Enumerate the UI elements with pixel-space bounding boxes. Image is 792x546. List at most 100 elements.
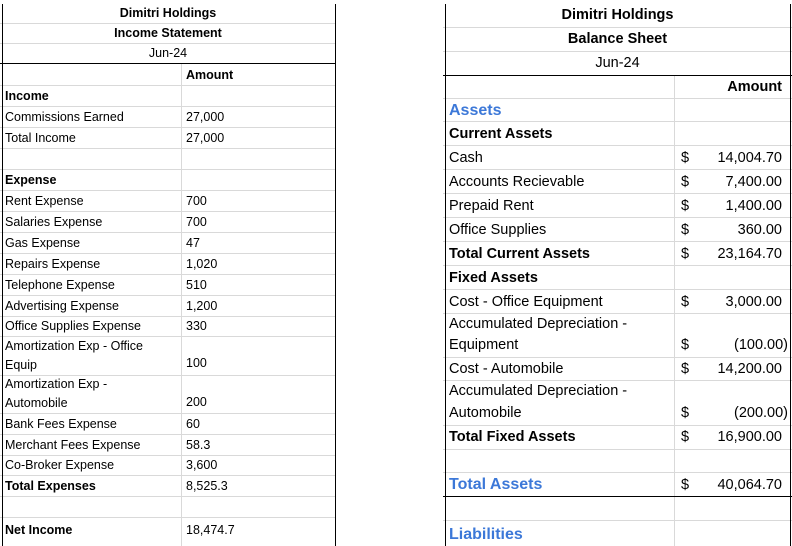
table-row: Rent Expense 700: [0, 191, 336, 212]
liabilities-heading: Liabilities: [449, 526, 523, 543]
period: Jun-24: [595, 55, 640, 71]
table-row: Merchant Fees Expense 58.3: [0, 435, 336, 456]
row-label: Accounts Recievable: [449, 174, 585, 190]
income-statement-sheet: Dimitri Holdings Income Statement Jun-24…: [0, 0, 336, 546]
total-expenses-label: Total Expenses: [5, 479, 96, 493]
dollar-sign: $: [681, 150, 690, 166]
row-label-line2: Equipment: [449, 337, 519, 353]
net-income-value: 18,474.7: [186, 523, 235, 537]
row-value: 330: [186, 319, 207, 333]
row-value: (200.00): [733, 405, 788, 421]
statement-title-row: Income Statement: [0, 24, 336, 44]
table-row: Repairs Expense 1,020: [0, 254, 336, 275]
row-value: 27,000: [186, 131, 225, 145]
statement-title-row: Balance Sheet: [443, 28, 792, 52]
income-heading-row: Income: [0, 86, 336, 107]
total-current-assets-label: Total Current Assets: [449, 246, 590, 262]
row-label: Cost - Automobile: [449, 361, 564, 377]
table-row: Accounts Recievable $ 7,400.00: [443, 170, 792, 194]
dollar-sign: $: [681, 198, 690, 214]
row-value: 100: [186, 356, 207, 370]
row-value: (100.00): [733, 337, 788, 353]
company-name-row: Dimitri Holdings: [0, 4, 336, 24]
dollar-sign: $: [681, 222, 690, 238]
row-label: Total Income: [5, 131, 76, 145]
row-value: 200: [186, 395, 207, 409]
blank-row: [0, 497, 336, 518]
table-row: Advertising Expense 1,200: [0, 296, 336, 317]
company-name: Dimitri Holdings: [561, 7, 674, 23]
row-label: Merchant Fees Expense: [5, 438, 141, 452]
row-value: 700: [186, 215, 207, 229]
dollar-sign: $: [681, 477, 690, 493]
row-label: Bank Fees Expense: [5, 417, 117, 431]
dollar-sign: $: [681, 246, 690, 262]
fixed-assets-heading-row: Fixed Assets: [443, 266, 792, 290]
row-label: Gas Expense: [5, 236, 81, 250]
statement-title: Income Statement: [114, 26, 222, 40]
liabilities-heading-row: Liabilities: [443, 521, 792, 546]
table-row: Total Income 27,000: [0, 128, 336, 149]
table-row: Prepaid Rent $ 1,400.00: [443, 194, 792, 218]
table-row: Amortization Exp - Office Equip 100: [0, 337, 336, 376]
row-value: 510: [186, 278, 207, 292]
expense-heading-row: Expense: [0, 170, 336, 191]
row-label: Prepaid Rent: [449, 198, 534, 214]
table-row: Cash $ 14,004.70: [443, 146, 792, 170]
net-income-label: Net Income: [5, 523, 73, 537]
row-label: Salaries Expense: [5, 215, 103, 229]
fixed-assets-heading: Fixed Assets: [449, 270, 538, 286]
column-divider: [181, 64, 182, 546]
row-label-line1: Accumulated Depreciation -: [449, 383, 628, 399]
total-fixed-assets-row: Total Fixed Assets $ 16,900.00: [443, 426, 792, 450]
row-label: Cost - Office Equipment: [449, 294, 603, 310]
table-row: Office Supplies $ 360.00: [443, 218, 792, 242]
row-value: 1,400.00: [725, 198, 782, 214]
row-label: Office Supplies Expense: [5, 319, 141, 333]
amount-header: Amount: [727, 79, 782, 95]
table-row: Office Supplies Expense 330: [0, 317, 336, 337]
total-current-assets-row: Total Current Assets $ 23,164.70: [443, 242, 792, 266]
row-value: 47: [186, 236, 200, 250]
table-row: Bank Fees Expense 60: [0, 414, 336, 435]
row-value: 60: [186, 417, 200, 431]
row-value: 58.3: [186, 438, 211, 452]
row-label: Amortization Exp - Automobile: [5, 377, 108, 410]
period: Jun-24: [148, 46, 188, 60]
assets-heading: Assets: [449, 102, 502, 119]
row-value: 14,004.70: [717, 150, 782, 166]
balance-sheet: Dimitri Holdings Balance Sheet Jun-24 Am…: [443, 0, 792, 546]
row-label: Repairs Expense: [5, 257, 101, 271]
total-assets-row: Total Assets $ 40,064.70: [443, 473, 792, 497]
period-row: Jun-24: [0, 44, 336, 64]
row-label: Cash: [449, 150, 483, 166]
row-value: 3,600: [186, 458, 218, 472]
net-income-row: Net Income 18,474.7: [0, 518, 336, 546]
row-label: Advertising Expense: [5, 299, 119, 313]
right-border: [790, 4, 791, 546]
amount-header-row: Amount: [443, 77, 792, 99]
amount-header: Amount: [186, 68, 234, 82]
total-expenses-row: Total Expenses 8,525.3: [0, 476, 336, 497]
amount-header-row: Amount: [0, 65, 336, 86]
blank-row: [0, 149, 336, 170]
row-value: 14,200.00: [717, 361, 782, 377]
dollar-sign: $: [681, 174, 690, 190]
row-label: Telephone Expense: [5, 278, 115, 292]
income-heading: Income: [5, 89, 49, 103]
current-assets-heading-row: Current Assets: [443, 122, 792, 146]
company-name-row: Dimitri Holdings: [443, 4, 792, 28]
row-label-line1: Accumulated Depreciation -: [449, 316, 628, 332]
row-value: 27,000: [186, 110, 225, 124]
row-label: Office Supplies: [449, 222, 547, 238]
dollar-sign: $: [681, 294, 690, 310]
table-row: Co-Broker Expense 3,600: [0, 456, 336, 476]
row-value: 1,200: [186, 299, 218, 313]
period-row: Jun-24: [443, 52, 792, 76]
total-expenses-value: 8,525.3: [186, 479, 228, 493]
row-label: Co-Broker Expense: [5, 458, 115, 472]
column-divider: [674, 76, 675, 546]
row-value: 360.00: [737, 222, 782, 238]
total-current-assets-value: 23,164.70: [717, 246, 782, 262]
table-row: Commissions Earned 27,000: [0, 107, 336, 128]
